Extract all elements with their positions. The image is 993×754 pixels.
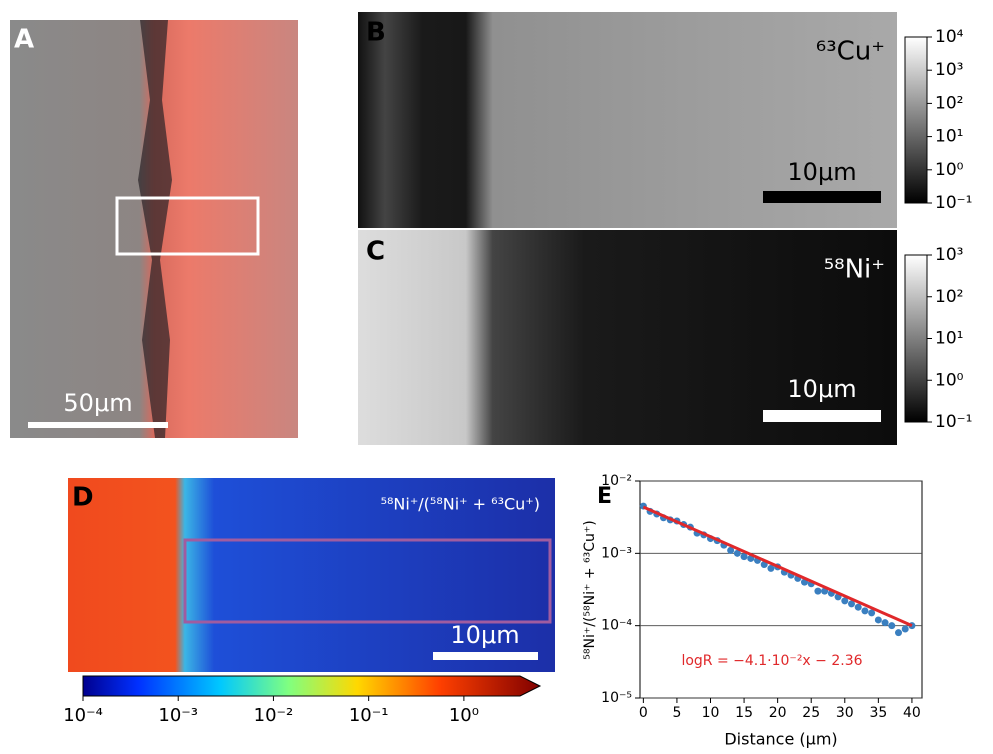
point <box>888 622 896 630</box>
scale-bar <box>763 410 881 422</box>
ion-label: ⁵⁸Ni⁺/(⁵⁸Ni⁺ + ⁶³Cu⁺) <box>381 495 540 514</box>
panel-label: E <box>597 484 612 509</box>
grain-boundary <box>138 20 172 438</box>
x-tick-label: 40 <box>903 705 921 721</box>
panel-label: B <box>366 18 386 48</box>
scale-bar <box>763 191 881 203</box>
x-axis-label: Distance (μm) <box>724 730 837 749</box>
colorbar-tick-label: 10⁻¹ <box>935 193 972 213</box>
colorbar-tick-label: 10⁴ <box>935 27 964 47</box>
fit-line <box>642 505 913 628</box>
roi-box <box>115 196 260 256</box>
image-c <box>358 230 897 445</box>
point <box>841 597 849 605</box>
x-tick-label: 5 <box>672 705 681 721</box>
x-tick-label: 25 <box>802 705 820 721</box>
colorbar-tick-label: 10² <box>935 287 963 307</box>
panel-label: D <box>72 483 94 513</box>
colorbar-tick-label: 10⁰ <box>935 160 964 180</box>
colorbar-tick-label: 10⁻³ <box>158 705 198 726</box>
colorbar <box>904 254 928 423</box>
panel-label: C <box>366 237 385 267</box>
y-axis-label: ⁵⁸Ni⁺/(⁵⁸Ni⁺ + ⁶³Cu⁺) <box>582 520 598 660</box>
point <box>814 587 822 595</box>
x-tick-label: 30 <box>836 705 854 721</box>
colorbar-tick-label: 10⁻² <box>254 705 294 726</box>
point <box>848 600 855 608</box>
x-tick-label: 20 <box>769 705 787 721</box>
y-tick-label: 10⁻² <box>601 473 632 489</box>
ion-label: ⁶³Cu⁺ <box>816 37 885 67</box>
colorbar-tick-label: 10³ <box>935 60 963 80</box>
colorbar-tick-label: 10⁰ <box>449 705 479 726</box>
scale-bar-label: 10μm <box>787 158 856 186</box>
roi-box <box>183 538 552 624</box>
colorbar-tick-label: 10⁻¹ <box>935 412 972 432</box>
scale-bar <box>433 652 538 660</box>
point <box>874 616 882 624</box>
colorbar-tick-label: 10² <box>935 93 963 113</box>
scale-bar <box>28 422 168 428</box>
colorbar-tick-label: 10³ <box>935 245 963 265</box>
point <box>740 553 748 561</box>
x-tick-label: 15 <box>735 705 753 721</box>
point <box>733 549 741 557</box>
annotation: logR = −4.1·10⁻²x − 2.36 <box>681 653 862 669</box>
scale-bar-label: 10μm <box>787 375 856 403</box>
panel-label: A <box>14 25 34 55</box>
plot-area <box>639 480 923 699</box>
colorbar-tick-label: 10⁻⁴ <box>63 705 103 726</box>
x-tick-label: 35 <box>869 705 887 721</box>
ion-label: ⁵⁸Ni⁺ <box>824 255 885 285</box>
y-tick-label: 10⁻³ <box>601 545 632 561</box>
point <box>854 603 862 611</box>
point <box>727 546 735 554</box>
colorbar <box>904 36 928 204</box>
x-tick-label: 10 <box>702 705 720 721</box>
point <box>861 607 869 615</box>
point <box>881 619 889 627</box>
colorbar <box>82 675 542 697</box>
image-d <box>68 478 555 672</box>
point <box>901 625 909 633</box>
point <box>895 629 902 637</box>
point <box>767 564 775 572</box>
scale-bar-label: 50μm <box>63 389 132 417</box>
colorbar-tick-label: 10⁰ <box>935 370 964 390</box>
colorbar-tick-label: 10¹ <box>935 127 963 147</box>
scale-bar-label: 10μm <box>450 621 519 649</box>
x-tick-label: 0 <box>639 705 648 721</box>
y-tick-label: 10⁻⁴ <box>601 618 632 634</box>
point <box>868 609 876 617</box>
colorbar-tick-label: 10¹ <box>935 329 963 349</box>
colorbar-tick-label: 10⁻¹ <box>349 705 389 726</box>
y-tick-label: 10⁻⁵ <box>601 690 632 706</box>
